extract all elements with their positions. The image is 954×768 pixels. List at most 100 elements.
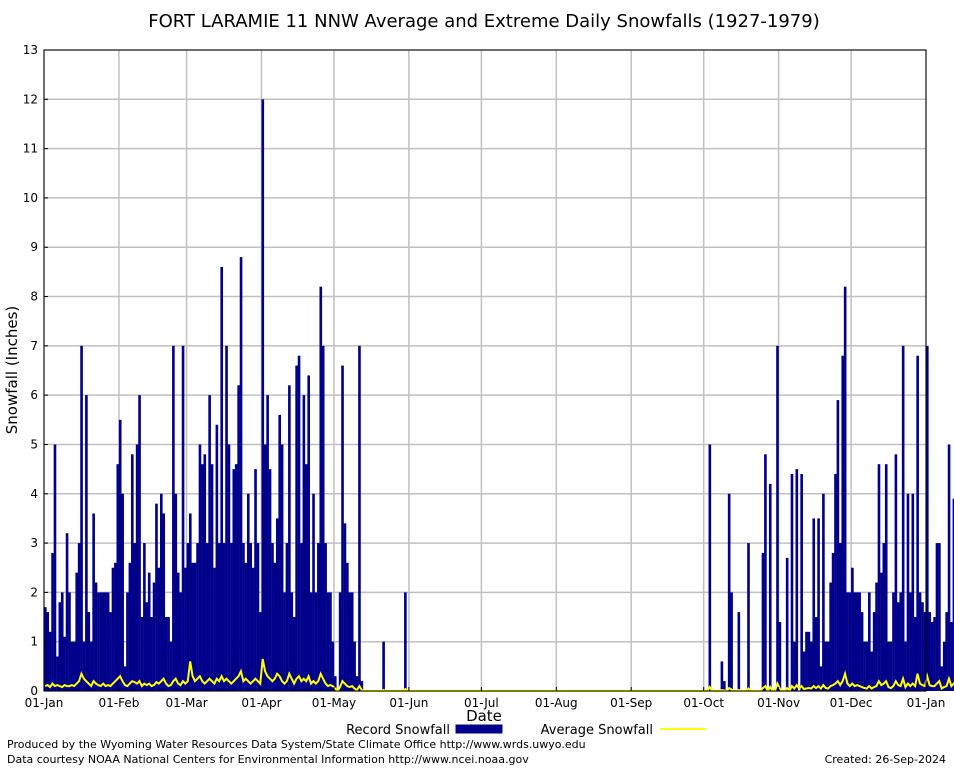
record-bar: [708, 444, 712, 691]
record-bar: [44, 607, 47, 691]
record-bar: [181, 345, 185, 691]
record-bar: [169, 641, 173, 691]
record-bar: [897, 602, 900, 691]
record-bar: [106, 592, 110, 691]
record-bar: [128, 562, 132, 691]
record-bar: [288, 385, 291, 691]
record-bar: [314, 592, 318, 691]
record-bar: [938, 543, 941, 691]
record-bar: [77, 543, 81, 691]
record-bar: [942, 641, 946, 691]
record-bar: [800, 474, 803, 691]
record-bar: [841, 355, 845, 691]
record-bar: [764, 454, 767, 691]
record-bar: [94, 582, 98, 691]
record-bar: [836, 400, 840, 691]
record-bar: [889, 641, 893, 691]
x-tick-label: 01-Aug: [535, 696, 578, 710]
record-bar: [933, 617, 936, 691]
record-bar: [790, 474, 794, 691]
y-tick-label: 8: [30, 290, 38, 304]
record-bar: [147, 572, 151, 691]
record-bar: [918, 592, 922, 691]
record-bar: [176, 572, 180, 691]
record-bar: [121, 493, 124, 691]
y-axis-label: Snowfall (Inches): [3, 306, 21, 434]
record-bar: [162, 513, 166, 691]
record-bar: [851, 567, 854, 691]
record-bar: [872, 612, 876, 691]
plot-frame: [43, 49, 927, 692]
record-bar: [817, 518, 820, 691]
record-bar: [870, 651, 874, 691]
record-bar: [232, 469, 236, 691]
record-bar: [353, 641, 356, 691]
record-bar: [793, 641, 796, 691]
record-bar: [266, 395, 269, 691]
record-bar: [92, 513, 95, 691]
record-bar: [906, 493, 910, 691]
record-bar: [909, 592, 912, 691]
record-bar: [174, 493, 178, 691]
record-bar: [319, 286, 323, 691]
record-bar: [899, 592, 903, 691]
record-bar: [237, 385, 240, 691]
record-snowfall-bars: [44, 99, 954, 691]
record-bar: [952, 498, 954, 691]
record-bar: [778, 621, 782, 691]
record-bar: [723, 681, 726, 691]
record-bar: [805, 631, 808, 691]
record-bar: [239, 257, 243, 691]
record-bar: [97, 592, 100, 691]
record-bar: [317, 543, 320, 691]
record-bar: [822, 493, 825, 691]
record-bar: [244, 562, 248, 691]
record-bar: [882, 543, 886, 691]
chart-title: FORT LARAMIE 11 NNW Average and Extreme …: [148, 11, 819, 32]
record-bar: [360, 681, 364, 691]
record-bar: [307, 375, 311, 691]
record-bar: [333, 676, 337, 691]
record-bar: [271, 543, 274, 691]
record-bar: [251, 567, 255, 691]
record-bar: [853, 592, 857, 691]
record-bar: [242, 543, 245, 691]
record-bar: [824, 641, 828, 691]
record-bar: [324, 543, 327, 691]
record-bar: [273, 562, 277, 691]
x-tick-label: 01-Dec: [830, 696, 873, 710]
record-bar: [256, 543, 260, 691]
record-bar: [263, 444, 267, 691]
record-bar: [346, 562, 349, 691]
record-bar: [155, 503, 158, 691]
record-bar: [87, 612, 91, 691]
record-bar: [63, 636, 66, 691]
record-bar: [56, 656, 59, 691]
record-bar: [350, 592, 354, 691]
credit-line-2: Data courtesy NOAA National Centers for …: [7, 753, 529, 766]
y-tick-label: 1: [30, 635, 38, 649]
record-bar: [812, 518, 816, 691]
record-bar: [802, 651, 806, 691]
record-bar: [887, 641, 890, 691]
record-bar: [358, 345, 361, 691]
record-bar: [268, 469, 272, 691]
record-bar: [259, 612, 262, 691]
record-bar: [834, 474, 837, 691]
record-bar: [75, 572, 79, 691]
record-bar: [208, 395, 211, 691]
record-bar: [831, 552, 835, 691]
record-bar: [126, 592, 129, 691]
record-bar: [213, 567, 216, 691]
record-bar: [341, 365, 344, 691]
record-bar: [819, 666, 823, 691]
record-bar: [868, 592, 871, 691]
credit-line-1: Produced by the Wyoming Water Resources …: [7, 738, 586, 751]
record-bar: [143, 543, 146, 691]
y-tick-label: 2: [30, 585, 38, 599]
record-bar: [730, 592, 733, 691]
record-bar: [904, 641, 907, 691]
record-bar: [234, 464, 238, 691]
record-bar: [217, 543, 221, 691]
